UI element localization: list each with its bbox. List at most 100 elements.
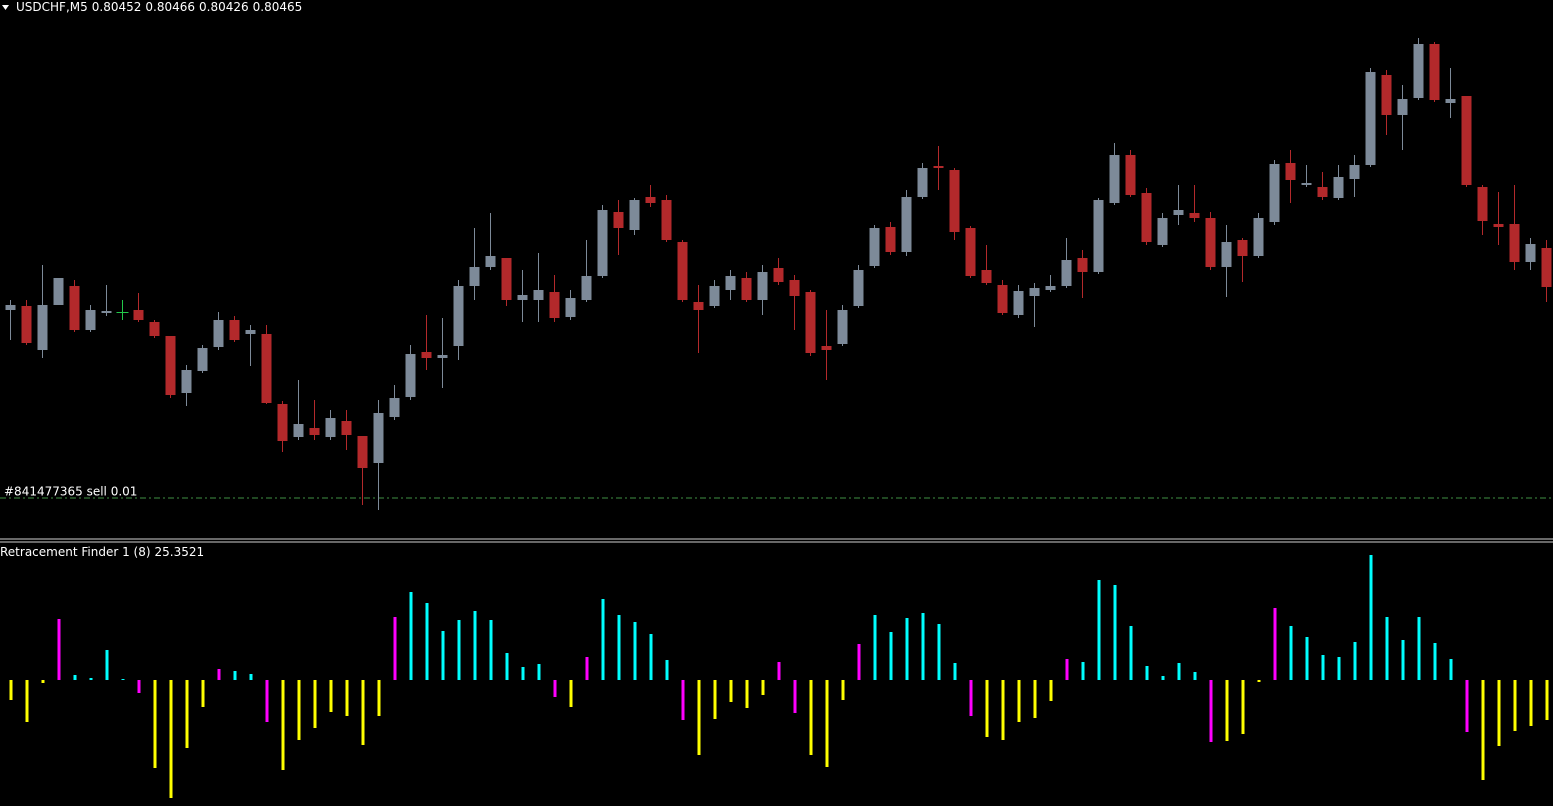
ohlc-value: 0.80465 [252,0,303,14]
histogram-bar [137,680,141,693]
histogram-bar [585,657,589,680]
histogram-bar [57,619,61,680]
candle-body [805,292,816,353]
histogram-bar [1145,666,1149,680]
candle-body [565,298,576,317]
candle-body [1349,165,1360,179]
ohlc-value: 0.80466 [145,0,195,14]
candle-body [1253,218,1264,256]
histogram-bar [1385,617,1389,680]
candle-body [677,242,688,300]
candle-body [469,267,480,286]
candle-body [1413,44,1424,98]
candle-body [901,197,912,252]
candle-body [277,404,288,441]
histogram-bar [105,650,109,680]
histogram-bar [457,620,461,680]
candle-body [1285,163,1296,180]
histogram-bar [1273,608,1277,680]
histogram-bar [1129,626,1133,680]
histogram-bar [825,680,829,767]
histogram-bar [777,662,781,680]
histogram-bar [1225,680,1229,741]
histogram-bar [1161,676,1165,680]
candle-body [885,227,896,252]
candle-body [757,272,768,300]
histogram-bar [249,674,253,680]
ohlc-value: 0.80426 [199,0,249,14]
candle-body [229,320,240,340]
candle-body [1541,248,1552,287]
histogram-bar [1449,659,1453,680]
candle-body [1333,177,1344,198]
candle-body [517,295,528,300]
histogram-bar [329,680,333,712]
candle-body [661,200,672,240]
candle-body [1125,155,1136,195]
candle-body [741,278,752,300]
candle-body [1157,218,1168,245]
candle-body [725,276,736,290]
candle-body [85,310,96,330]
candle-body [5,305,16,310]
histogram-bar [521,667,525,680]
candle-body [357,436,368,468]
candle-body [1093,200,1104,272]
candle-body [1509,224,1520,262]
chart-header: USDCHF,M5 0.80452 0.80466 0.80426 0.80465 [0,0,302,15]
histogram-bar [361,680,365,745]
candle-body [501,258,512,300]
candle-body [1173,210,1184,215]
order-label: #841477365 sell 0.01 [4,485,137,499]
candle-body [325,418,336,437]
candle-body [709,286,720,306]
histogram-bar [441,631,445,680]
candle-body [245,330,256,334]
histogram-bar [665,660,669,680]
indicator-value: 25.3521 [154,545,205,559]
histogram-bar [505,653,509,680]
header-arrow [2,5,9,10]
candle-body [261,334,272,403]
candle-body [181,370,192,393]
candle-body [933,166,944,168]
candle-body [1109,155,1120,203]
histogram-bar [377,680,381,716]
histogram-bar [841,680,845,700]
histogram-bar [1241,680,1245,734]
histogram-bar [1193,672,1197,680]
price-pane: #841477365 sell 0.01 [0,38,1553,510]
histogram-bar [1289,626,1293,680]
histogram-bar [313,680,317,728]
histogram-bar [185,680,189,748]
candle-body [133,310,144,320]
candle-body [1461,96,1472,185]
candle-body [1429,44,1440,100]
histogram-bar [905,618,909,680]
histogram-bar [1417,617,1421,680]
candle-body [1205,218,1216,267]
histogram-bar [1465,680,1469,732]
histogram-bar [425,603,429,680]
candle-body [1029,288,1040,296]
candle-body [1365,72,1376,165]
histogram-bar [729,680,733,702]
histogram-bar [1497,680,1501,746]
histogram-bar [9,680,13,700]
histogram-bar [649,634,653,680]
histogram-bar [1177,663,1181,680]
candle-body [629,200,640,230]
histogram-bar [1353,642,1357,680]
histogram-bar [1481,680,1485,780]
histogram-bar [1001,680,1005,740]
histogram-bar [1049,680,1053,701]
histogram-bar [1321,655,1325,680]
candle-body [1269,164,1280,222]
candle-body [453,286,464,346]
candle-body [149,322,160,336]
candle-body [581,276,592,300]
candle-body [533,290,544,300]
histogram-bar [761,680,765,695]
candle-body [917,168,928,197]
